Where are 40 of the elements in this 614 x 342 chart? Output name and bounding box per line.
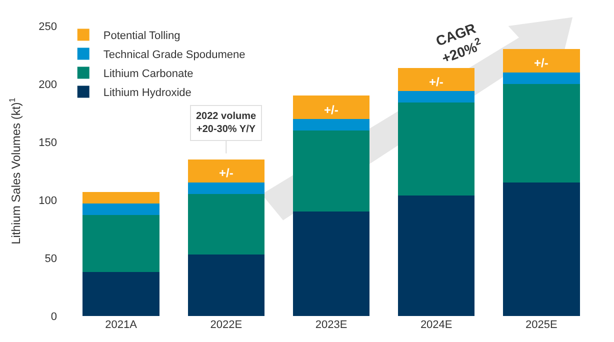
legend-label: Lithium Carbonate bbox=[103, 68, 194, 80]
y-tick-label: 150 bbox=[38, 136, 57, 149]
bar bbox=[503, 84, 580, 183]
bar bbox=[503, 49, 580, 72]
y-tick-label: 0 bbox=[50, 310, 57, 323]
legend-label: Technical Grade Spodumene bbox=[103, 48, 246, 61]
legend-label: Potential Tolling bbox=[103, 30, 180, 42]
annotation: +/- bbox=[429, 75, 444, 89]
bar bbox=[292, 130, 370, 212]
bar bbox=[188, 194, 265, 255]
bar bbox=[292, 96, 370, 119]
legend-label: Lithium Hydroxide bbox=[103, 86, 192, 99]
bar bbox=[398, 90, 475, 103]
y-tick-label: 100 bbox=[38, 194, 57, 207]
bar bbox=[82, 215, 160, 272]
bar bbox=[188, 159, 265, 183]
bar bbox=[292, 118, 370, 130]
annotation: +/- bbox=[219, 166, 234, 180]
y-tick-label: 50 bbox=[44, 252, 57, 265]
x-tick-label: 2023E bbox=[315, 319, 348, 331]
bar bbox=[292, 212, 370, 316]
annotation: +/- bbox=[324, 103, 338, 117]
x-tick-label: 2021A bbox=[105, 319, 138, 331]
y-tick-label: 250 bbox=[38, 20, 57, 33]
bar bbox=[82, 203, 160, 216]
bar bbox=[82, 192, 160, 204]
bar bbox=[503, 72, 580, 84]
bar bbox=[398, 195, 475, 316]
annotation: +/- bbox=[534, 56, 548, 70]
bar bbox=[188, 254, 265, 316]
bar bbox=[503, 182, 580, 316]
x-tick-label: 2024E bbox=[420, 319, 452, 331]
bar bbox=[398, 102, 475, 196]
bar bbox=[82, 272, 160, 316]
y-tick-label: 200 bbox=[38, 78, 57, 91]
annotation: 2022 volume +20-30% Y/Y bbox=[196, 111, 256, 135]
bar bbox=[188, 182, 265, 194]
x-tick-label: 2025E bbox=[526, 319, 558, 331]
x-tick-label: 2022E bbox=[210, 319, 242, 331]
bar bbox=[398, 68, 475, 91]
